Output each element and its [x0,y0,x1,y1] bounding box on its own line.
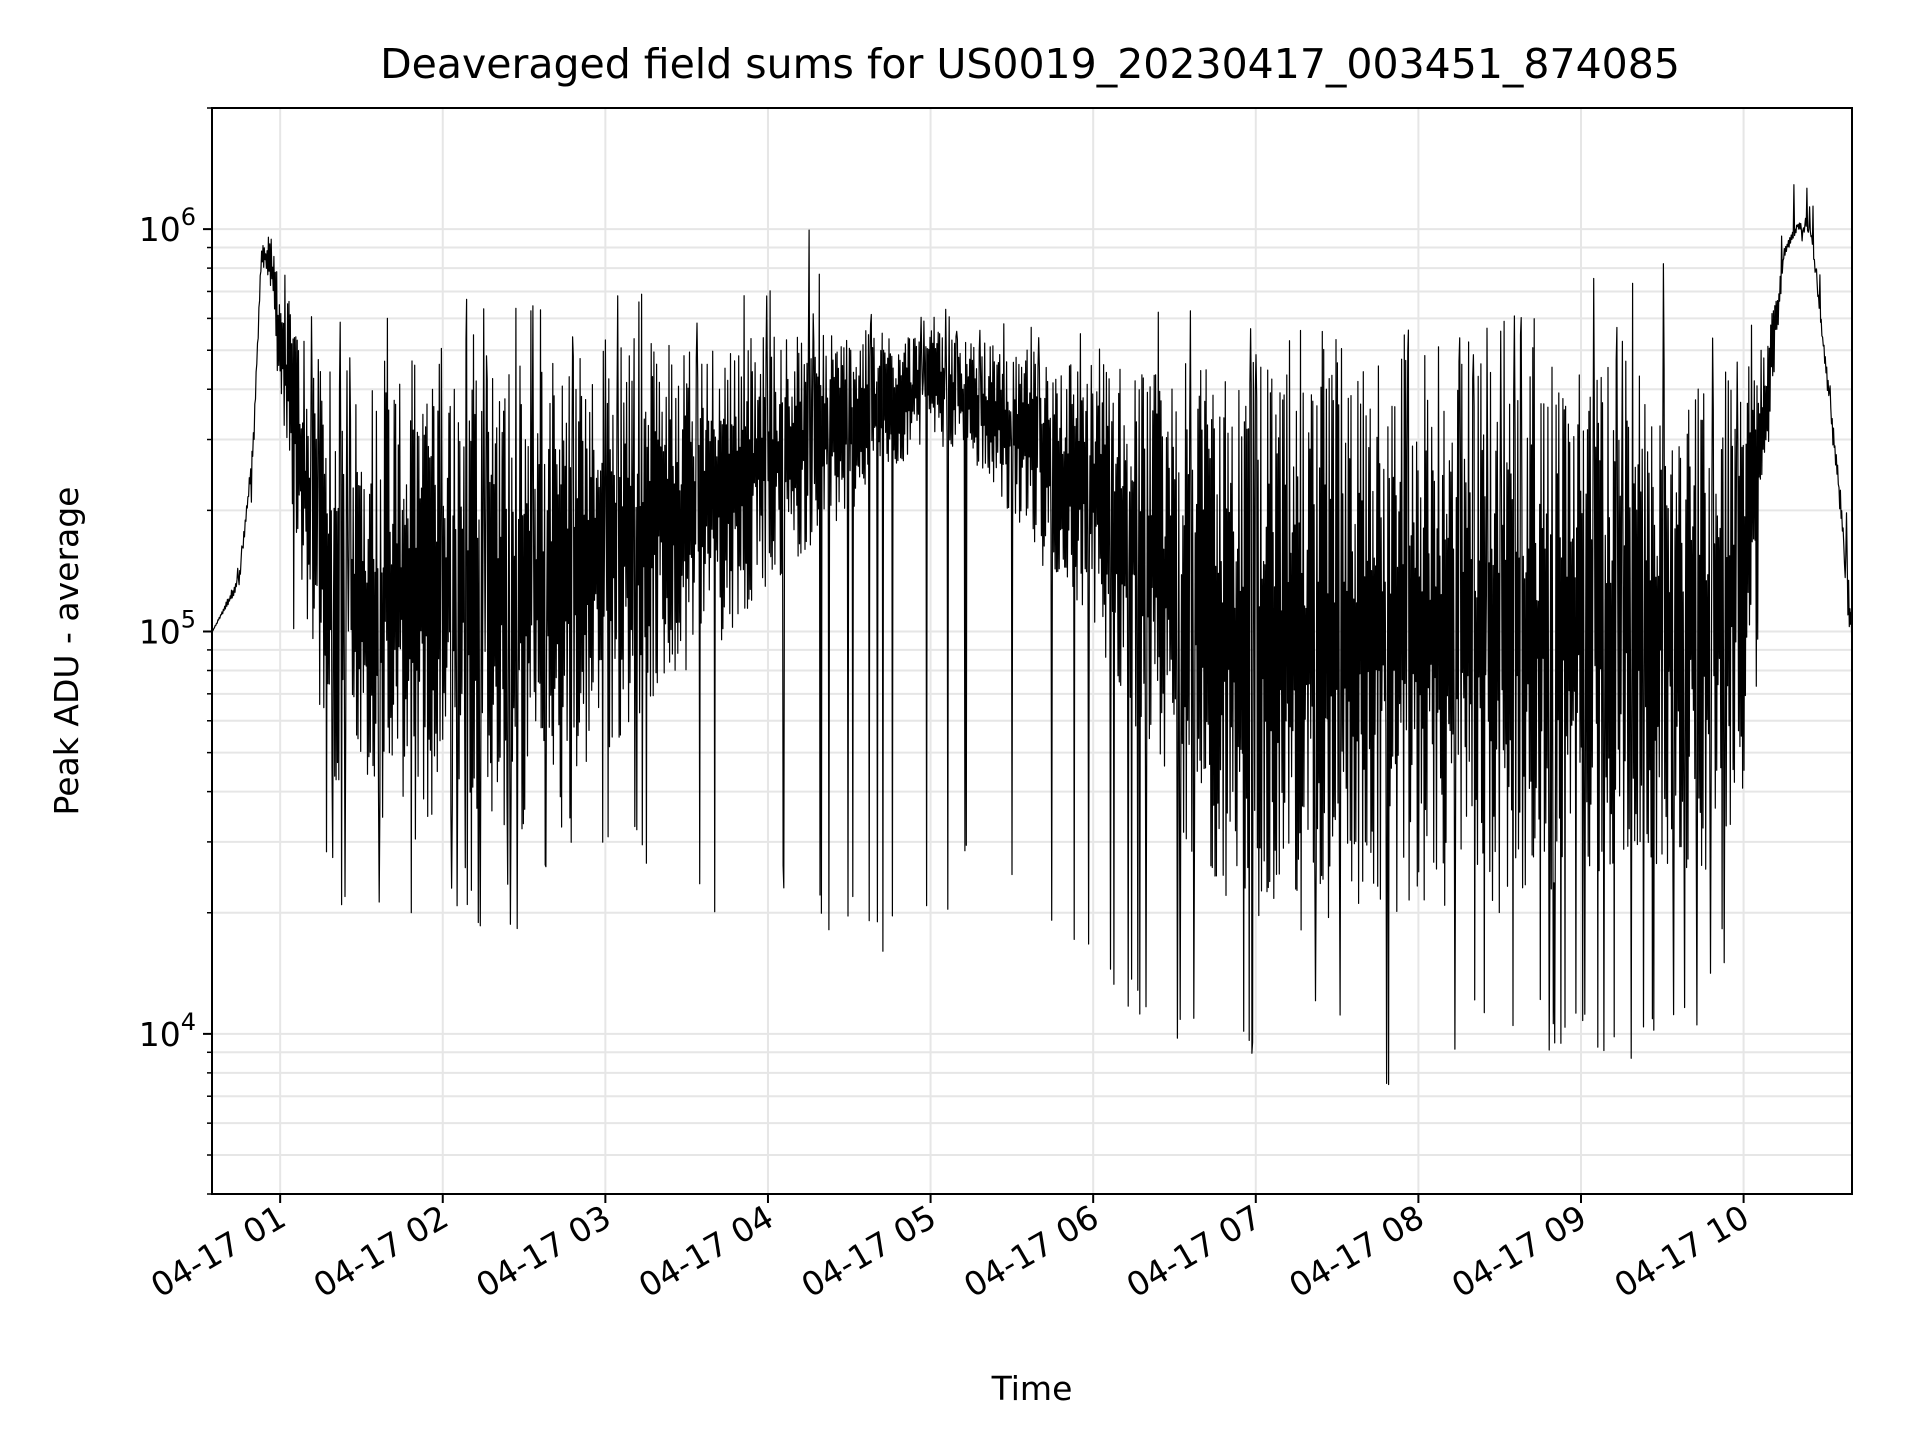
plot-frame [211,107,1853,1195]
plot-area [211,107,1853,1195]
x-axis-label: Time [991,1369,1073,1408]
y-axis-label: Peak ADU - average [47,487,86,816]
y-axis: 104 105 106 [139,107,212,1195]
y-tick-label: 105 [139,606,196,652]
y-tick-label: 104 [139,1008,196,1054]
series-line [211,184,1853,1086]
y-tick-label: 106 [139,203,196,249]
series-group [211,184,1853,1086]
chart-title: Deaveraged field sums for US0019_2023041… [380,40,1680,88]
